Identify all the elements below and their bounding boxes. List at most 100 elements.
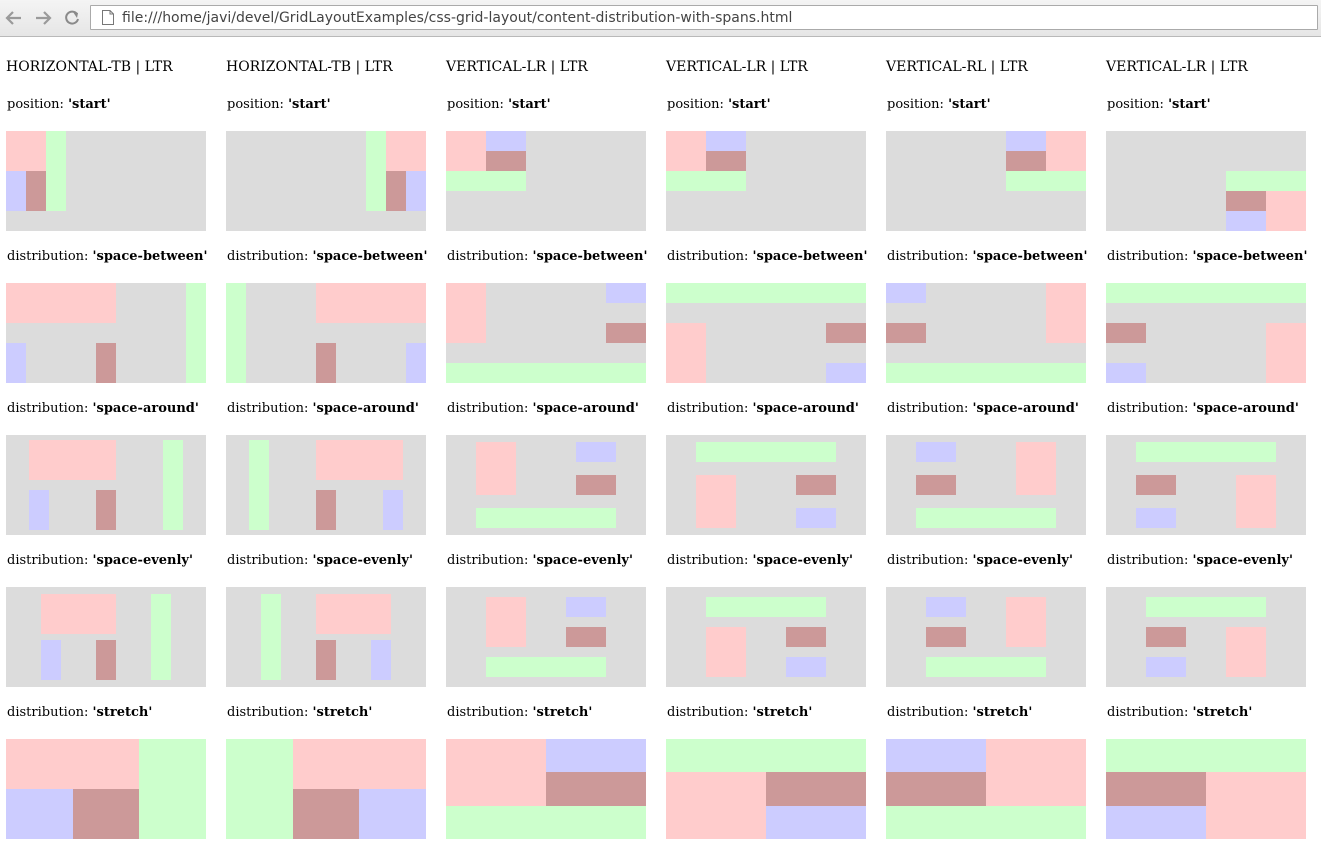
grid-item-green — [446, 363, 646, 383]
back-arrow-icon[interactable] — [3, 7, 25, 29]
grid-space-evenly — [446, 587, 646, 687]
address-bar[interactable]: file:///home/javi/devel/GridLayoutExampl… — [90, 5, 1318, 30]
column-title: VERTICAL-LR | LTR — [1106, 59, 1248, 75]
grid-space-between — [886, 283, 1086, 383]
row-label-space-around: distribution: 'space-around' — [887, 401, 1079, 416]
grid-item-pink — [446, 131, 486, 171]
grid-item-blue — [1146, 657, 1186, 677]
grid-item-blue — [576, 442, 616, 462]
grid-item-pink — [1236, 475, 1276, 528]
grid-item-pink — [1226, 627, 1266, 677]
grid-item-brown — [766, 772, 866, 806]
grid-item-green — [1146, 597, 1266, 617]
row-label-space-between: distribution: 'space-between' — [227, 249, 428, 264]
grid-item-green — [46, 131, 66, 211]
row-label-start: position: 'start' — [1107, 97, 1211, 112]
grid-item-blue — [406, 171, 426, 211]
grid-start — [1106, 131, 1306, 231]
grid-item-green — [696, 442, 836, 462]
grid-item-blue — [546, 739, 646, 772]
grid-item-brown — [1006, 151, 1046, 171]
row-label-start: position: 'start' — [447, 97, 551, 112]
grid-item-brown — [73, 789, 139, 839]
grid-item-pink — [6, 131, 46, 171]
row-label-space-evenly: distribution: 'space-evenly' — [667, 553, 853, 568]
grid-item-brown — [886, 772, 986, 806]
grid-item-blue — [926, 597, 966, 617]
grid-item-green — [926, 657, 1046, 677]
row-label-stretch: distribution: 'stretch' — [1107, 705, 1253, 720]
grid-item-green — [151, 594, 171, 680]
grid-item-green — [886, 363, 1086, 383]
grid-item-blue — [1136, 508, 1176, 528]
grid-item-green — [1136, 442, 1276, 462]
grid-stretch — [226, 739, 426, 839]
grid-item-pink — [1046, 131, 1086, 171]
grid-item-pink — [1206, 772, 1306, 839]
row-label-start: position: 'start' — [227, 97, 331, 112]
grid-item-pink — [486, 597, 526, 647]
grid-space-around — [666, 435, 866, 535]
grid-item-brown — [576, 475, 616, 495]
grid-item-green — [1106, 739, 1306, 772]
grid-item-brown — [96, 490, 116, 530]
grid-item-blue — [41, 640, 61, 680]
row-label-space-evenly: distribution: 'space-evenly' — [7, 553, 193, 568]
reload-icon[interactable] — [61, 7, 83, 29]
grid-item-blue — [486, 131, 526, 151]
grid-start — [886, 131, 1086, 231]
grid-space-between — [446, 283, 646, 383]
grid-item-blue — [6, 171, 26, 211]
grid-space-around — [886, 435, 1086, 535]
grid-item-green — [666, 171, 746, 191]
row-label-space-around: distribution: 'space-around' — [1107, 401, 1299, 416]
grid-item-green — [916, 508, 1056, 528]
grid-item-brown — [916, 475, 956, 495]
grid-item-blue — [606, 283, 646, 303]
grid-item-pink — [293, 739, 426, 789]
grid-start — [6, 131, 206, 231]
column-title: VERTICAL-RL | LTR — [886, 59, 1028, 75]
url-text: file:///home/javi/devel/GridLayoutExampl… — [122, 9, 793, 26]
grid-item-green — [163, 440, 183, 530]
grid-item-blue — [916, 442, 956, 462]
grid-space-evenly — [886, 587, 1086, 687]
row-label-start: position: 'start' — [887, 97, 991, 112]
grid-item-blue — [826, 363, 866, 383]
grid-item-brown — [386, 171, 406, 211]
row-label-stretch: distribution: 'stretch' — [887, 705, 1033, 720]
grid-item-brown — [796, 475, 836, 495]
grid-item-blue — [1226, 211, 1266, 231]
row-label-space-around: distribution: 'space-around' — [227, 401, 419, 416]
forward-arrow-icon[interactable] — [32, 7, 54, 29]
grid-item-blue — [29, 490, 49, 530]
page-icon — [98, 8, 118, 28]
grid-item-blue — [786, 657, 826, 677]
grid-space-around — [226, 435, 426, 535]
row-label-space-between: distribution: 'space-between' — [7, 249, 208, 264]
grid-item-pink — [386, 131, 426, 171]
grid-item-pink — [6, 283, 116, 323]
grid-item-pink — [666, 323, 706, 383]
grid-start — [446, 131, 646, 231]
grid-space-between — [226, 283, 426, 383]
grid-space-around — [446, 435, 646, 535]
column-title: HORIZONTAL-TB | LTR — [226, 59, 393, 75]
grid-item-green — [1106, 283, 1306, 303]
grid-item-blue — [766, 806, 866, 839]
grid-item-brown — [293, 789, 359, 839]
grid-item-pink — [316, 283, 426, 323]
grid-stretch — [886, 739, 1086, 839]
grid-item-green — [446, 171, 526, 191]
grid-item-pink — [1266, 191, 1306, 231]
grid-item-green — [886, 806, 1086, 839]
row-label-space-evenly: distribution: 'space-evenly' — [1107, 553, 1293, 568]
grid-space-around — [1106, 435, 1306, 535]
row-label-space-between: distribution: 'space-between' — [887, 249, 1088, 264]
grid-item-green — [226, 283, 246, 383]
grid-item-pink — [666, 772, 766, 839]
grid-stretch — [6, 739, 206, 839]
grid-item-green — [446, 806, 646, 839]
grid-item-brown — [316, 640, 336, 680]
row-label-space-evenly: distribution: 'space-evenly' — [447, 553, 633, 568]
